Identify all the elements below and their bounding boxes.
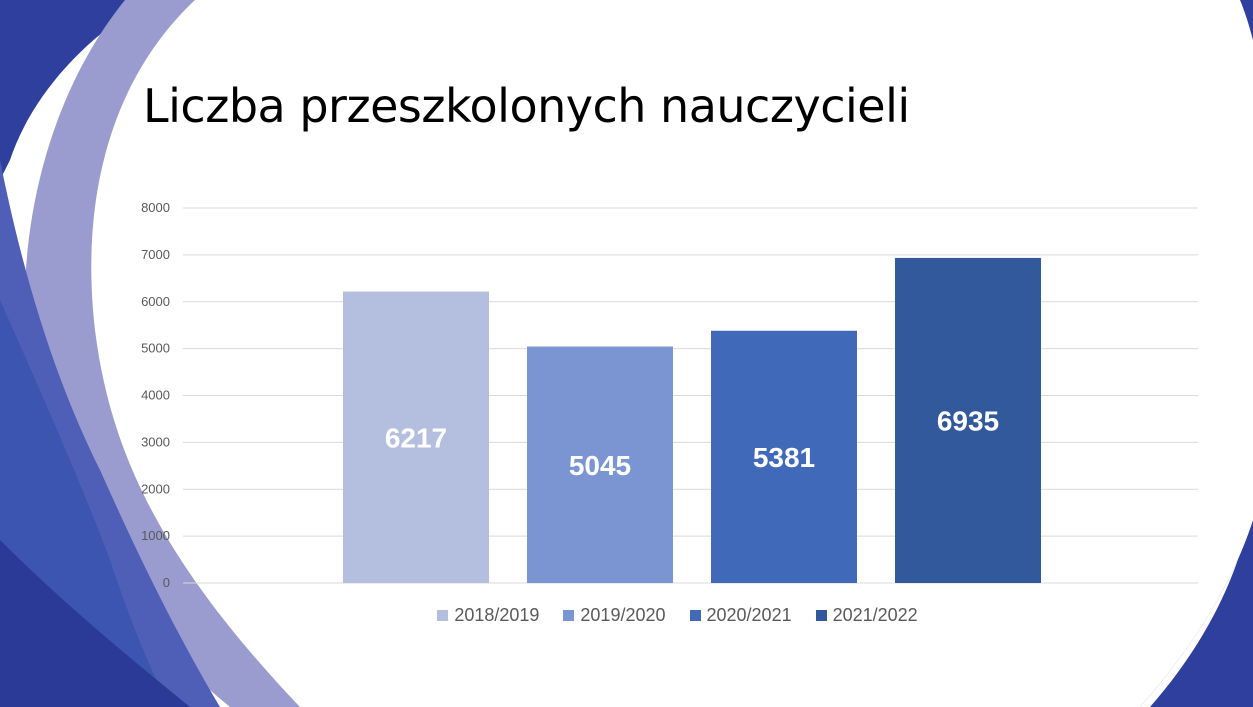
y-tick-label: 8000 bbox=[141, 200, 170, 215]
y-tick-label: 6000 bbox=[141, 294, 170, 309]
legend-swatch bbox=[563, 609, 575, 621]
y-tick-label: 5000 bbox=[141, 341, 170, 356]
y-tick-label: 1000 bbox=[141, 528, 170, 543]
legend-item: 2019/2020 bbox=[563, 604, 666, 626]
bar-data-label: 5045 bbox=[569, 450, 631, 481]
decor-right-bottom bbox=[1140, 520, 1253, 707]
decor-left-dark bbox=[0, 0, 150, 180]
bar-data-label: 6935 bbox=[937, 405, 999, 436]
y-axis-ticks: 0 1000 2000 3000 4000 5000 6000 7000 8000 bbox=[141, 200, 170, 590]
legend-label: 2018/2019 bbox=[454, 604, 540, 625]
y-tick-label: 0 bbox=[163, 575, 170, 590]
bar-data-label: 5381 bbox=[753, 442, 815, 473]
legend-label: 2020/2021 bbox=[706, 604, 792, 625]
slide-title: Liczba przeszkolonych nauczycieli bbox=[143, 79, 910, 133]
legend-swatch bbox=[689, 609, 701, 621]
bar-data-labels: 6217 5045 5381 6935 bbox=[385, 405, 999, 480]
bars bbox=[343, 257, 1041, 583]
y-tick-label: 2000 bbox=[141, 481, 170, 496]
legend-item: 2020/2021 bbox=[689, 604, 792, 626]
legend-item: 2021/2022 bbox=[815, 604, 918, 626]
decor-right-top bbox=[1240, 0, 1253, 40]
bar-2019-2020 bbox=[527, 346, 673, 583]
chart-legend: 2018/2019 2019/2020 2020/2021 2021/2022 bbox=[51, 603, 1253, 627]
y-tick-label: 7000 bbox=[141, 247, 170, 262]
legend-label: 2021/2022 bbox=[832, 604, 918, 625]
bar-data-label: 6217 bbox=[385, 422, 447, 453]
gridlines bbox=[183, 207, 1198, 584]
bar-2020-2021 bbox=[711, 330, 857, 583]
legend-swatch bbox=[815, 609, 827, 621]
y-tick-label: 3000 bbox=[141, 434, 170, 449]
y-tick-label: 4000 bbox=[141, 388, 170, 403]
bar-2021-2022 bbox=[895, 257, 1041, 583]
bar-2018-2019 bbox=[343, 291, 489, 583]
decor-left-deep bbox=[0, 540, 190, 707]
legend-label: 2019/2020 bbox=[580, 604, 666, 625]
legend-item: 2018/2019 bbox=[437, 605, 539, 626]
legend-swatch bbox=[437, 609, 449, 621]
